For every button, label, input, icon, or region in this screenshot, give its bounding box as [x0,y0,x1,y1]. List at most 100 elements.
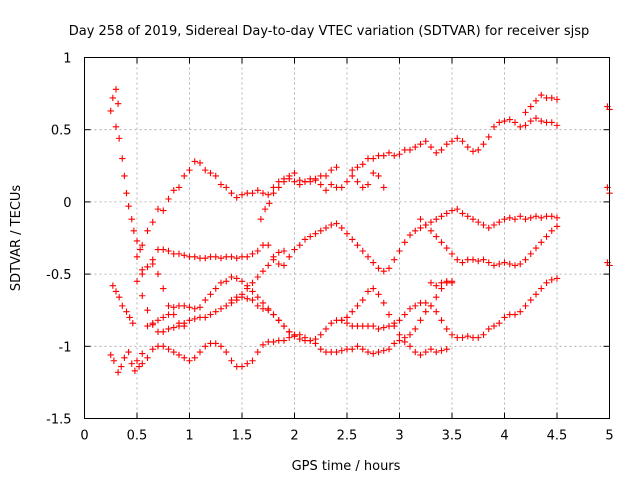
data-point [522,122,529,129]
data-point [359,161,366,168]
data-point [522,216,529,223]
data-point [506,260,513,268]
series-sat-b [112,123,144,253]
data-point [254,348,261,356]
data-point [238,363,246,370]
data-point [322,224,330,232]
data-point [422,348,429,356]
data-point [181,252,188,259]
grid [84,57,610,419]
data-point [212,340,219,347]
data-point [181,302,188,310]
data-point [454,205,461,213]
data-point [207,169,214,177]
data-point [280,247,288,255]
data-point [233,275,240,282]
data-point [417,224,424,232]
data-point [391,256,398,263]
x-tick-labels: 0 0.5 1 1.5 2 2.5 3 3.5 4 4.5 5 [80,429,613,444]
data-point [160,246,167,253]
data-point [244,285,251,292]
data-point [131,367,139,375]
data-point [270,190,277,197]
data-point [511,216,519,223]
data-point [254,187,261,194]
x-tick-label: 0 [80,429,88,444]
data-point [112,288,120,295]
data-point [191,315,198,323]
data-point [254,273,261,281]
data-point [401,239,408,246]
data-point [485,325,492,333]
data-point [385,345,393,353]
data-point [170,304,177,311]
data-point [464,213,471,220]
data-point [186,304,193,311]
data-point [543,279,550,286]
data-point [391,152,398,159]
data-point [538,214,545,221]
data-point [280,337,288,344]
data-point [464,332,471,340]
data-point [259,305,267,312]
data-point [501,117,508,125]
data-point [538,117,545,125]
data-point [406,305,414,312]
data-point [354,178,361,185]
x-tick-label: 3.5 [442,429,463,444]
data-point [454,135,461,142]
data-point [417,317,424,324]
data-point [364,348,372,356]
data-point [254,302,261,310]
data-point [475,334,482,341]
data-point [265,307,272,314]
data-point [186,357,193,364]
series-sat-a [107,86,122,115]
data-point [170,348,177,356]
data-point [139,242,146,249]
data-point [359,247,366,255]
data-point [459,334,466,341]
data-point [165,345,172,353]
data-point [181,354,188,362]
data-point [427,227,435,234]
data-point [496,119,503,126]
data-point [136,246,144,253]
data-point [307,337,314,344]
data-point [217,279,225,286]
data-point [133,253,141,260]
data-point [149,345,156,353]
data-point [123,190,130,197]
data-point [317,181,324,188]
data-point [538,285,545,292]
data-point [223,278,230,285]
data-point [181,172,188,180]
data-point [223,302,230,310]
data-point [286,253,293,260]
data-point [254,247,261,255]
data-point [212,285,219,292]
data-point [422,299,429,307]
data-point [328,166,335,174]
data-point [438,279,445,286]
data-point [133,237,141,245]
data-point [212,253,219,260]
data-point [548,213,555,220]
data-point [496,260,503,268]
data-point [254,294,261,301]
data-point [228,253,235,260]
data-point [202,314,209,321]
data-point [160,314,167,321]
data-point [228,296,235,304]
data-point [170,187,177,194]
x-axis-label: GPS time / hours [292,459,401,474]
series-sat-c [133,158,340,260]
data-point [202,166,209,174]
data-point [333,348,340,356]
data-point [433,233,440,240]
data-point [448,331,456,338]
data-point [375,325,382,333]
data-point [485,259,492,266]
data-point [443,278,450,285]
data-point [448,250,456,258]
